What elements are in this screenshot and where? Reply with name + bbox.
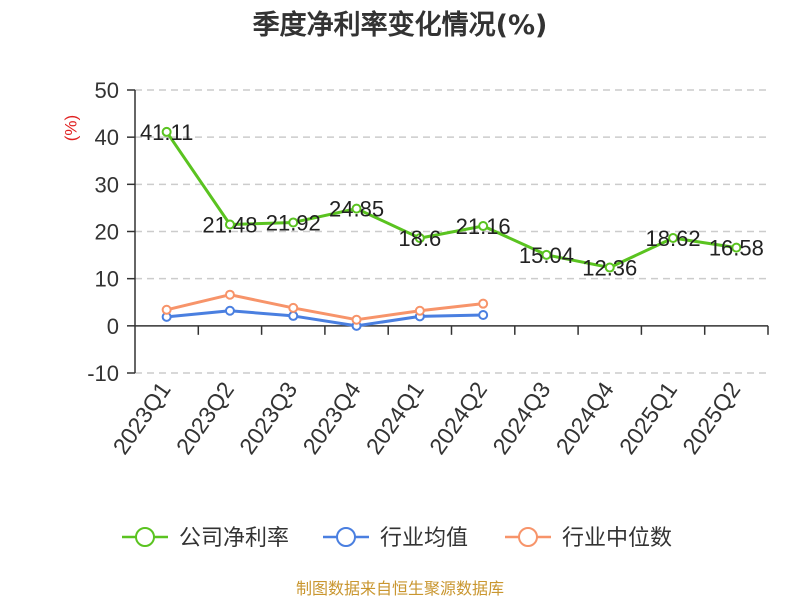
company-net-margin-point: [288, 217, 299, 228]
chart-title: 季度净利率变化情况(%): [253, 9, 548, 41]
y-axis-tick-labels: -10 0 10 20 30 40 50: [87, 78, 119, 386]
company-net-margin-data-label: 18.6: [398, 226, 441, 251]
legend-label: 行业中位数: [562, 526, 672, 551]
legend-label: 行业均值: [380, 526, 468, 551]
industry-median-point: [351, 314, 362, 325]
company-net-margin-point: [478, 221, 489, 232]
series-layer: [161, 126, 742, 331]
y-tick-label: 40: [95, 125, 119, 150]
legend-circle-icon: [336, 527, 356, 547]
x-tick-label: 2024Q2: [424, 377, 492, 459]
company-net-margin-data-label: 24.85: [329, 197, 384, 222]
company-net-margin-data-label: 15.04: [519, 243, 574, 268]
company-net-margin-data-label: 41.11: [140, 120, 193, 145]
y-tick-label: 20: [95, 220, 119, 245]
industry-average-point: [224, 305, 235, 316]
x-axis-tick-labels: 2023Q12023Q22023Q32023Q42024Q12024Q22024…: [107, 377, 745, 459]
legend-label: 公司净利率: [179, 526, 289, 551]
company-net-margin-point: [224, 219, 235, 230]
company-net-margin-data-label: 21.92: [266, 210, 321, 235]
x-tick-label: 2024Q4: [551, 377, 619, 459]
company-net-margin-data-label: 21.16: [456, 214, 511, 239]
legend: 公司净利率 行业均值 行业中位数: [122, 526, 672, 551]
legend-item-company-net-margin[interactable]: 公司净利率: [122, 526, 289, 551]
industry-median-point: [224, 289, 235, 300]
x-tick-label: 2023Q3: [234, 377, 302, 459]
industry-average-point: [478, 309, 489, 320]
x-tick-label: 2024Q1: [361, 377, 429, 459]
legend-item-industry-average[interactable]: 行业均值: [323, 526, 468, 551]
company-net-margin-point: [541, 249, 552, 260]
y-tick-label: -10: [87, 361, 119, 386]
company-net-margin-data-label: 12.36: [582, 256, 637, 281]
x-tick-label: 2024Q3: [487, 377, 555, 459]
company-net-margin-line: [165, 131, 737, 270]
industry-median-point: [414, 305, 425, 316]
company-net-margin-point: [414, 233, 425, 244]
company-net-margin-data-label: 21.48: [202, 213, 257, 238]
y-tick-label: 10: [95, 267, 119, 292]
company-net-margin-point: [351, 203, 362, 214]
industry-median-point: [161, 304, 172, 315]
company-net-margin-point: [161, 126, 172, 137]
legend-item-industry-median[interactable]: 行业中位数: [505, 526, 672, 551]
y-tick-label: 50: [95, 78, 119, 103]
industry-average-line: [166, 309, 484, 328]
data-source-note: 制图数据来自恒生聚源数据库: [296, 579, 504, 598]
industry-median-point: [478, 298, 489, 309]
y-tick-label: 0: [107, 314, 119, 339]
company-net-margin-point: [731, 242, 742, 253]
x-tick-label: 2023Q1: [107, 377, 175, 459]
y-axis-label: (%): [61, 115, 80, 141]
legend-circle-icon: [518, 527, 538, 547]
company-net-margin-data-label: 16.58: [709, 236, 764, 261]
company-net-margin-point: [668, 233, 679, 244]
company-net-margin-point: [604, 262, 615, 273]
axes: [127, 89, 769, 374]
x-tick-label: 2025Q1: [614, 377, 682, 459]
legend-circle-icon: [135, 527, 155, 547]
industry-average-point: [288, 310, 299, 321]
x-tick-label: 2023Q2: [171, 377, 239, 459]
industry-median-line: [166, 293, 484, 322]
industry-median-point: [288, 302, 299, 313]
x-tick-label: 2025Q2: [677, 377, 745, 459]
company-net-margin-data-label: 18.62: [646, 226, 701, 251]
data-labels: 41.11 21.48 21.92 24.85 18.6 21.16 15.04 12.36 1…: [140, 120, 764, 281]
x-tick-label: 2023Q4: [297, 377, 365, 459]
y-tick-label: 30: [95, 172, 119, 197]
